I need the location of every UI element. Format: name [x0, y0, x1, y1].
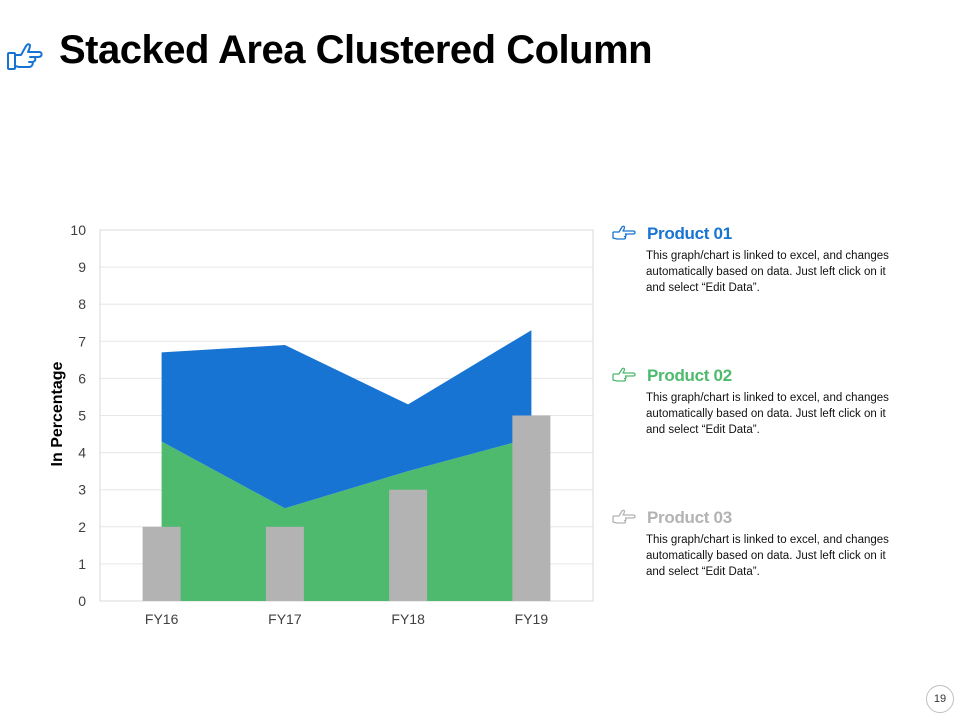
- legend-title: Product 02: [647, 366, 732, 385]
- y-tick-label: 8: [78, 296, 86, 312]
- chart-axes: 0 1 2 3 4 5 6 7 8 9 10 FY16 FY17 FY18 FY19: [70, 222, 548, 627]
- chart-areas: [161, 330, 532, 601]
- y-tick-label: 2: [78, 519, 86, 535]
- stacked-area-clustered-column-chart: 0 1 2 3 4 5 6 7 8 9 10 FY16 FY17 FY18 FY19 In Percenta…: [49, 222, 594, 627]
- legend-description: This graph/chart is linked to excel, and…: [646, 250, 889, 294]
- page-title: Stacked Area Clustered Column: [59, 28, 653, 72]
- page-number: 19: [926, 685, 954, 713]
- y-tick-label: 4: [78, 445, 86, 461]
- legend-title: Product 01: [647, 224, 732, 243]
- pointing-hand-icon: [7, 43, 43, 70]
- legend-title: Product 03: [647, 508, 732, 527]
- legend-description: This graph/chart is linked to excel, and…: [646, 534, 889, 578]
- pointing-hand-icon: [612, 509, 636, 524]
- area-product-02: [161, 437, 532, 601]
- y-tick-label: 1: [78, 556, 86, 572]
- bar-fy16: [142, 526, 181, 601]
- y-tick-label: 7: [78, 333, 86, 349]
- y-tick-label: 9: [78, 259, 86, 275]
- y-tick-label: 3: [78, 482, 86, 498]
- y-tick-label: 10: [70, 222, 86, 238]
- bar-fy17: [265, 526, 304, 601]
- area-product-01: [161, 330, 532, 509]
- bar-fy19: [512, 415, 551, 601]
- y-tick-label: 6: [78, 370, 86, 386]
- y-tick-label: 5: [78, 408, 86, 424]
- pointing-hand-icon: [612, 225, 636, 240]
- y-tick-label: 0: [78, 593, 86, 609]
- x-tick-label: FY18: [391, 611, 425, 627]
- x-tick-label: FY19: [515, 611, 549, 627]
- bar-fy18: [389, 489, 428, 601]
- legend-description: This graph/chart is linked to excel, and…: [646, 392, 889, 436]
- y-axis-label: In Percentage: [49, 361, 66, 466]
- x-tick-label: FY16: [145, 611, 179, 627]
- chart-columns: [142, 415, 551, 601]
- x-tick-label: FY17: [268, 611, 302, 627]
- pointing-hand-icon: [612, 367, 636, 382]
